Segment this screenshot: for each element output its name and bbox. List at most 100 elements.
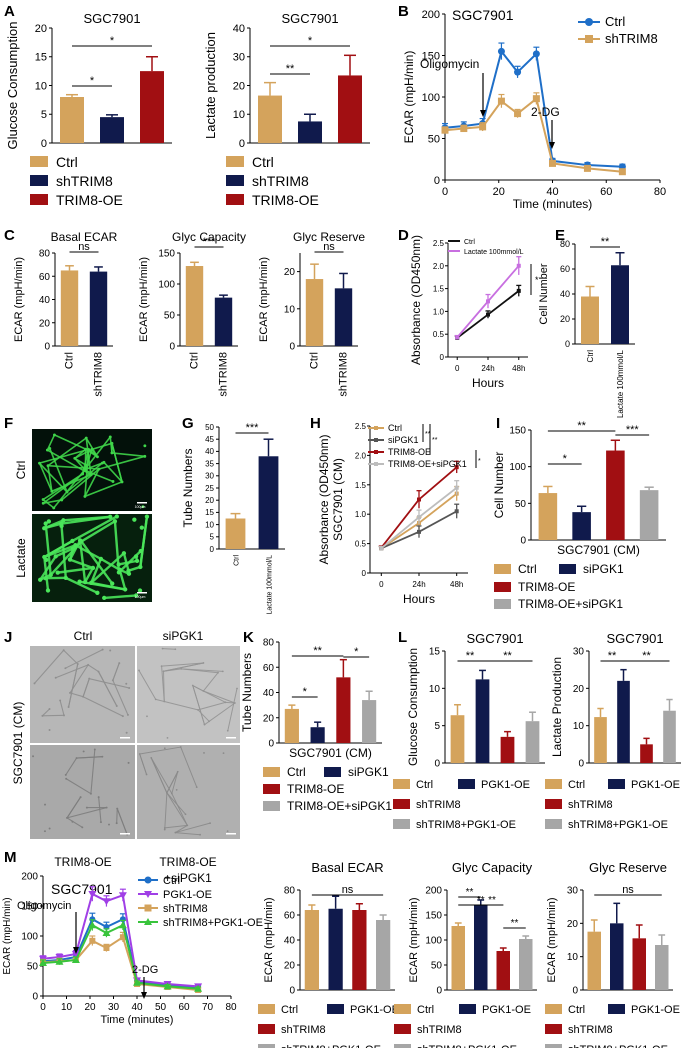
tube-segment [52, 468, 86, 509]
tube-node [43, 830, 46, 833]
y-tick-label: 150 [21, 902, 38, 913]
legend-label: shTRIM8+PGK1-OE [568, 819, 668, 831]
y-tick-label: 15 [205, 508, 214, 517]
data-point [618, 168, 626, 176]
legend-marker [585, 35, 593, 43]
y-tick-label: 20 [205, 496, 214, 505]
tube-node [112, 519, 118, 524]
bar-pgk1-oe [475, 679, 490, 763]
tube-segment [84, 469, 114, 483]
legend-label: PGK1-OE [481, 779, 530, 791]
legend-marker [144, 876, 152, 884]
tube-segment [80, 520, 117, 543]
bar-ctrl [538, 493, 558, 540]
tube-node [137, 588, 143, 593]
tube-node [48, 447, 52, 450]
data-point [549, 159, 556, 167]
tube-segment [65, 757, 78, 776]
y-axis-label: ECAR (mpH/min) [263, 898, 275, 983]
y-tick-label: 1.0 [355, 510, 367, 519]
legend-swatch [226, 194, 244, 205]
tube-node [121, 715, 124, 718]
legend-swatch [258, 1004, 275, 1014]
tube-segment [42, 498, 55, 509]
legend-label: shTRIM8+PGK1-OE [568, 1044, 668, 1048]
y-tick-label: 0 [32, 992, 38, 1003]
tube-node [236, 687, 238, 690]
tube-node [48, 827, 51, 830]
legend-swatch [545, 1004, 562, 1014]
tube-segment [63, 649, 79, 665]
x-tick-label: 0 [40, 1002, 46, 1013]
y-tick-label: 0 [210, 545, 215, 554]
legend-marker [374, 450, 378, 454]
y-tick-label: 15 [35, 52, 47, 64]
legend-label: TRIM8-OE+siPGK1 [518, 597, 623, 611]
x-axis-label: SGC7901 (CM) [289, 746, 372, 760]
tube-node [154, 698, 157, 701]
legend-label: Ctrl [163, 875, 180, 887]
legend-label: Ctrl [416, 779, 433, 791]
tube-node [161, 647, 164, 650]
tube-node [116, 570, 122, 575]
chart-title: Basal ECAR [51, 230, 118, 244]
scale-bar-label: 100μm [135, 505, 146, 509]
tube-segment [38, 555, 57, 581]
y-tick-label: 10 [35, 80, 47, 92]
bar-lactate-100mmol-l [258, 456, 279, 549]
tube-segment [197, 701, 226, 711]
tube-node [125, 682, 128, 685]
tube-segment [98, 455, 146, 470]
y-tick-label: 10 [567, 952, 579, 963]
data-point [532, 50, 540, 58]
panel-label-c: C [4, 227, 15, 244]
legend-label: shTRIM8+PGK1-OE [416, 819, 516, 831]
y-tick-label: 40 [560, 289, 570, 299]
tube-node [96, 455, 99, 459]
tube-segment [38, 448, 90, 464]
tube-node [174, 648, 177, 651]
tube-node [59, 699, 62, 702]
y-tick-label: 50 [428, 133, 440, 145]
significance-label: * [478, 458, 481, 465]
tube-node [115, 822, 118, 825]
y-tick-label: 0 [434, 759, 440, 770]
bar-shtrim8-pgk1-oe [376, 920, 391, 990]
y-tick-label: 5 [41, 109, 47, 121]
tube-segment [71, 515, 119, 543]
data-point [454, 485, 459, 490]
significance-label: ns [342, 884, 354, 896]
legend-swatch [30, 156, 48, 167]
tube-segment [55, 664, 89, 679]
legend-l2: Ctrl PGK1-OE shTRIM8 shTRIM8+PGK1-OE [545, 779, 680, 831]
tube-segment [197, 709, 210, 722]
legend-label: shTRIM8 [163, 903, 208, 915]
legend-swatch [327, 1004, 344, 1014]
legend-label: Ctrl [417, 1004, 434, 1016]
legend-label: TRIM8-OE [287, 782, 344, 796]
tube-node [126, 713, 129, 716]
chart-m3: 0 10 20 30 Glyc Reserve ECAR (mpH/min) ns [546, 860, 673, 997]
bar-trim8-oe [606, 450, 625, 540]
significance-label: ns [78, 241, 90, 253]
significance-label: ** [642, 650, 651, 662]
micrograph-col-sipgk1: siPGK1 [163, 629, 204, 643]
tube-node [109, 649, 112, 652]
y-tick-label: 80 [263, 638, 275, 649]
tube-node [46, 519, 52, 524]
tube-segment [84, 481, 123, 498]
y-tick-label: 10 [205, 520, 214, 529]
y-tick-label: 20 [567, 919, 579, 930]
legend-label: Ctrl [568, 1004, 585, 1016]
tube-segment [38, 462, 68, 493]
legend-label: Ctrl [287, 765, 306, 779]
legend-label: shTRIM8 [252, 173, 309, 189]
y-tick-label: 0 [565, 339, 570, 349]
tube-segment [139, 753, 148, 776]
y-tick-label: 80 [560, 239, 570, 249]
tube-node [139, 525, 144, 530]
bar-shtrim8 [89, 271, 108, 346]
legend-a: Ctrl Ctrl shTRIM8 shTRIM8 TRIM8-OE TRIM8-OE [30, 154, 319, 208]
x-axis-label: SGC7901 (CM) [557, 543, 640, 557]
chart-title: SGC7901 [466, 631, 523, 646]
